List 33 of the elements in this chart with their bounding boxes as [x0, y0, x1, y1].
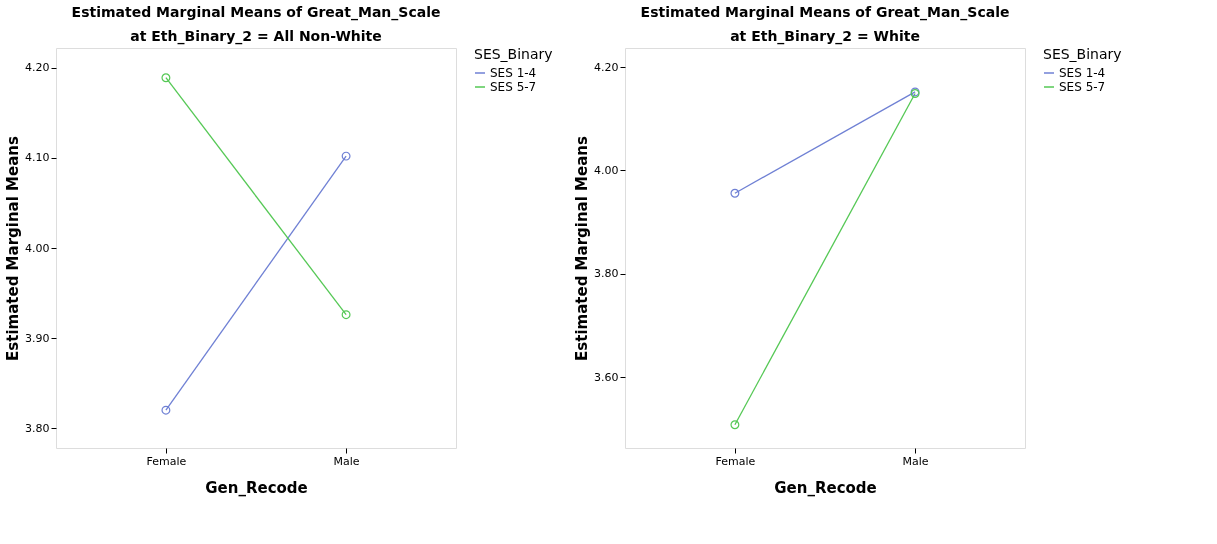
y-axis-title: Estimated Marginal Means	[573, 136, 592, 361]
y-tick-label: 4.00	[25, 241, 50, 255]
legend-label: SES 1-4	[1059, 66, 1106, 80]
point	[730, 420, 740, 430]
x-axis-title: Gen_Recode	[205, 478, 308, 497]
point	[161, 405, 171, 415]
y-tick-label: 4.00	[594, 163, 619, 177]
point	[730, 188, 740, 198]
x-tick-label: Male	[333, 454, 360, 468]
chart-title: Estimated Marginal Means of Great_Man_Scale	[640, 4, 1010, 21]
x-tick-label: Female	[146, 454, 187, 468]
legend-label: SES 5-7	[490, 80, 537, 94]
y-axis-title: Estimated Marginal Means	[4, 136, 23, 361]
y-tick-label: 4.20	[25, 61, 50, 75]
point	[161, 73, 171, 83]
legend-label: SES 1-4	[490, 66, 537, 80]
x-tick-label: Female	[715, 454, 756, 468]
chart-subtitle: at Eth_Binary_2 = All Non-White	[130, 28, 382, 45]
y-tick-label: 3.60	[594, 370, 619, 384]
legend-title: SES_Binary	[1043, 46, 1122, 62]
y-tick-label: 4.20	[594, 60, 619, 74]
x-axis-title: Gen_Recode	[774, 478, 877, 497]
chart-title: Estimated Marginal Means of Great_Man_Scale	[71, 4, 441, 21]
y-tick-label: 3.80	[594, 267, 619, 281]
legend-label: SES 5-7	[1059, 80, 1106, 94]
y-tick-label: 3.90	[25, 331, 50, 345]
point	[341, 151, 351, 161]
x-tick-label: Male	[902, 454, 929, 468]
legend-title: SES_Binary	[474, 46, 553, 62]
chart-subtitle: at Eth_Binary_2 = White	[730, 28, 920, 45]
y-tick-label: 3.80	[25, 421, 50, 435]
point	[341, 310, 351, 320]
y-tick-label: 4.10	[25, 151, 50, 165]
